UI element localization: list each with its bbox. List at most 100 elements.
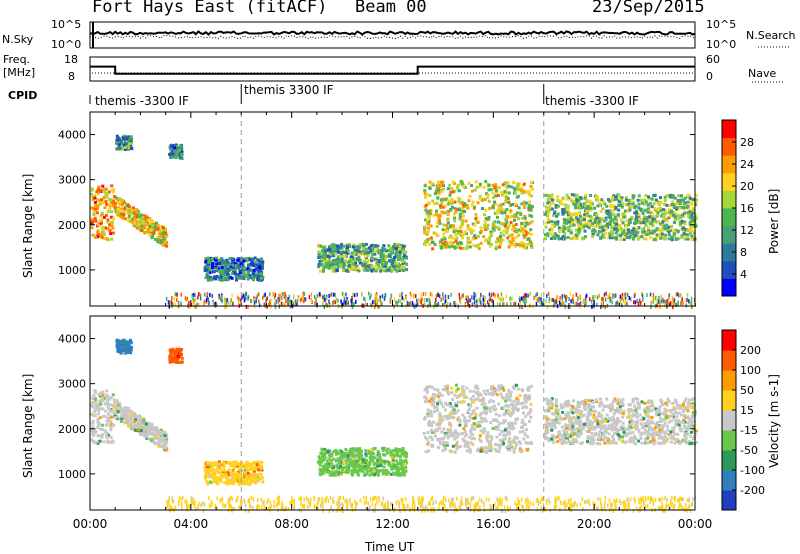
power-colorbar-tick-1: 24 xyxy=(740,158,754,171)
xtick-0: 00:00 xyxy=(73,517,108,531)
freq-tick-top: 18 xyxy=(64,53,78,66)
velocity-colorbar-cell-8 xyxy=(722,330,736,351)
power-ytick-1000: 1000 xyxy=(58,264,86,277)
power-ylabel: Slant Range [km] xyxy=(21,173,35,278)
power-echo-early-evening xyxy=(90,184,116,242)
velocity-colorbar-cell-2 xyxy=(722,450,736,471)
nave-label: Nave xyxy=(748,67,777,80)
date-label: 23/Sep/2015 xyxy=(592,0,705,17)
velocity-echo-morning-band xyxy=(543,397,698,446)
nave-tick-bottom: 0 xyxy=(706,70,713,83)
velocity-ytick-2000: 2000 xyxy=(58,423,86,436)
velocity-panel-bg xyxy=(90,316,695,510)
cpid-segment-2: themis 3300 IF xyxy=(244,83,334,97)
velocity-echo-early-evening xyxy=(90,389,116,445)
nsearch-tick-top: 10^5 xyxy=(706,18,737,31)
freq-series xyxy=(90,65,695,75)
power-colorbar-cell-7 xyxy=(722,155,736,174)
freq-unit-label: [MHz] xyxy=(3,66,36,79)
nsearch-label: N.Search xyxy=(746,29,796,42)
cpid-segment-1: themis -3300 IF xyxy=(95,94,189,108)
velocity-colorbar-frame xyxy=(721,329,737,511)
power-ytick-3000: 3000 xyxy=(58,174,86,187)
velocity-colorbar-tick-4: -15 xyxy=(740,424,758,437)
freq-panel-frame xyxy=(89,56,696,82)
cpid-label: CPID xyxy=(8,89,38,102)
velocity-echo-high-patch xyxy=(115,338,133,355)
velocity-echo-sloped-band xyxy=(112,398,169,453)
velocity-ytick-4000: 4000 xyxy=(58,333,86,346)
power-ytick-4000: 4000 xyxy=(58,129,86,142)
xtick-2: 08:00 xyxy=(274,517,309,531)
velocity-echo-mid-patch xyxy=(203,460,265,486)
velocity-colorbar-cell-1 xyxy=(722,470,736,491)
power-colorbar-cell-4 xyxy=(722,208,736,227)
nsearch-series xyxy=(89,34,696,40)
cpid-segment-3: themis -3300 IF xyxy=(545,94,639,108)
velocity-ground-scatter xyxy=(166,495,696,514)
power-colorbar-cell-6 xyxy=(722,172,736,191)
power-colorbar-tick-0: 28 xyxy=(740,136,754,149)
velocity-colorbar-tick-7: -200 xyxy=(740,484,765,497)
nsky-tick-top: 10^5 xyxy=(51,18,82,31)
nave-tick-top: 60 xyxy=(706,53,720,66)
power-echo-sloped-band xyxy=(113,195,169,248)
xtick-1: 04:00 xyxy=(174,517,209,531)
power-colorbar-tick-6: 4 xyxy=(740,268,747,281)
velocity-colorbar-tick-2: 50 xyxy=(740,384,754,397)
velocity-colorbar-label: Velocity [m s-1] xyxy=(767,374,781,468)
xtick-5: 20:00 xyxy=(577,517,612,531)
xtick-3: 12:00 xyxy=(375,517,410,531)
velocity-colorbar-cell-7 xyxy=(722,350,736,371)
power-colorbar-cell-1 xyxy=(722,260,736,279)
station-title: Fort Hays East (fitACF) xyxy=(92,0,328,17)
velocity-colorbar-cell-4 xyxy=(722,410,736,431)
power-colorbar-cell-0 xyxy=(722,278,736,297)
power-colorbar-label: Power [dB] xyxy=(767,188,781,254)
power-echo-mid-patch xyxy=(203,256,265,282)
power-echo-morning-band xyxy=(543,193,698,242)
velocity-ytick-1000: 1000 xyxy=(58,468,86,481)
noise-panel-frame xyxy=(89,21,696,49)
nsky-tick-bottom: 10^0 xyxy=(51,38,82,51)
velocity-colorbar-tick-5: -50 xyxy=(740,444,758,457)
velocity-panel xyxy=(89,315,737,514)
velocity-colorbar-cell-0 xyxy=(722,490,736,511)
beam-label: Beam 00 xyxy=(355,0,427,17)
power-colorbar-cell-9 xyxy=(722,120,736,139)
velocity-colorbar-tick-3: 15 xyxy=(740,404,754,417)
nsky-label: N.Sky xyxy=(2,33,34,46)
power-panel xyxy=(89,111,737,310)
power-colorbar-cell-2 xyxy=(722,243,736,262)
x-axis-label: Time UT xyxy=(365,540,415,554)
xtick-4: 16:00 xyxy=(476,517,511,531)
velocity-ylabel: Slant Range [km] xyxy=(21,373,35,478)
freq-tick-bottom: 8 xyxy=(68,70,75,83)
velocity-ytick-3000: 3000 xyxy=(58,378,86,391)
power-echo-post-midnight-fan xyxy=(423,179,534,251)
power-colorbar-cell-5 xyxy=(722,190,736,209)
nsearch-tick-bottom: 10^0 xyxy=(706,38,737,51)
power-ytick-2000: 2000 xyxy=(58,219,86,232)
velocity-echo-post-midnight-fan xyxy=(422,383,534,454)
nsky-series xyxy=(89,30,696,36)
power-colorbar-tick-2: 20 xyxy=(740,180,754,193)
velocity-colorbar-tick-0: 200 xyxy=(740,344,761,357)
power-colorbar-tick-3: 16 xyxy=(740,202,754,215)
velocity-colorbar-tick-6: -100 xyxy=(740,464,765,477)
velocity-colorbar-tick-1: 100 xyxy=(740,364,761,377)
velocity-colorbar-cell-3 xyxy=(722,430,736,451)
velocity-echo-midnight-blob xyxy=(316,446,409,477)
power-echo-midnight-blob xyxy=(317,242,409,273)
power-echo-high-patch xyxy=(115,134,134,151)
freq-label: Freq. xyxy=(3,53,31,66)
power-colorbar-cell-8 xyxy=(722,137,736,156)
xtick-6: 00:00 xyxy=(678,517,713,531)
power-colorbar-tick-4: 12 xyxy=(740,224,754,237)
velocity-colorbar-cell-5 xyxy=(722,390,736,411)
power-colorbar-tick-5: 8 xyxy=(740,246,747,259)
power-colorbar-cell-3 xyxy=(722,225,736,244)
power-echo-late-patch xyxy=(168,143,184,160)
velocity-echo-late-patch xyxy=(168,347,184,364)
